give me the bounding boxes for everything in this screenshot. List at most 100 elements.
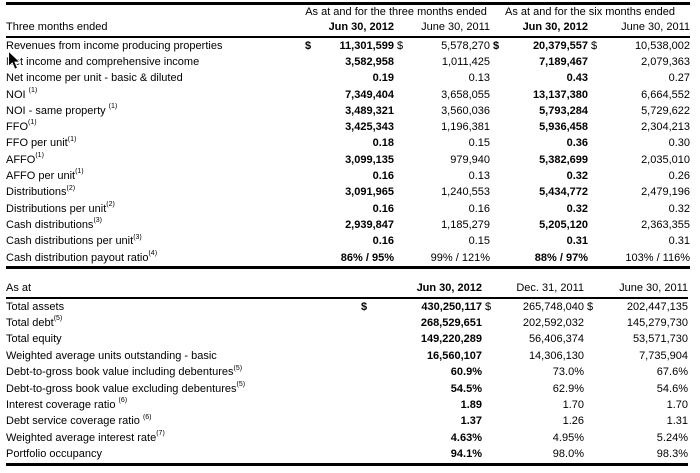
cell-value: 149,220,289	[420, 333, 482, 346]
table-row: Total assets $430,250,117 $265,748,040 $202…	[6, 298, 688, 315]
row-label: Cash distributions(3)	[6, 217, 102, 231]
currency-symbol	[588, 136, 612, 152]
cell-value: 0.36	[566, 137, 588, 150]
row-label: Total equity	[6, 333, 62, 346]
cell-value: 3,560,036	[441, 104, 490, 117]
header-spacer	[490, 19, 512, 38]
currency-symbol	[394, 71, 416, 87]
cell-value: 16,560,107	[426, 349, 482, 362]
cell-value: 4.95%	[552, 431, 584, 444]
cell-value: 0.32	[566, 202, 588, 215]
cell-value: 0.13	[468, 72, 490, 85]
cell-value: 1,196,381	[441, 121, 490, 134]
currency-symbol	[490, 54, 512, 70]
cell-value: 67.6%	[656, 366, 688, 379]
cell-value: 60.9%	[450, 366, 482, 379]
table-row: Total debt(5) 268,529,651 202,592,032 145,2…	[6, 315, 688, 331]
currency-symbol	[584, 315, 602, 331]
cell-value: 1,185,279	[441, 218, 490, 231]
currency-symbol	[302, 54, 318, 70]
table-row: Cash distributions per unit(3) 0.16 0.15 0.…	[6, 234, 690, 250]
cell-value: 13,137,380	[532, 88, 588, 101]
currency-symbol	[588, 217, 612, 233]
cell-value: 1.37	[460, 415, 482, 428]
footnote-marker: (1)	[28, 86, 38, 94]
currency-symbol	[490, 71, 512, 87]
cell-value: 202,447,135	[626, 300, 688, 313]
header-spacer	[302, 19, 318, 38]
cell-value: 94.1%	[374, 446, 482, 466]
cell-value: 1.26	[562, 415, 584, 428]
currency-symbol	[358, 315, 374, 331]
cell-value: 6,664,552	[641, 88, 690, 101]
currency-symbol	[490, 217, 512, 233]
currency-symbol: $	[591, 39, 598, 52]
currency-symbol	[490, 119, 512, 135]
currency-symbol	[394, 136, 416, 152]
footnote-marker: (2)	[66, 184, 76, 192]
currency-symbol	[482, 315, 496, 331]
cell-value: 0.18	[372, 137, 394, 150]
currency-symbol	[302, 217, 318, 233]
cell-value: 0.31	[566, 235, 588, 248]
cell-value: 3,425,343	[345, 121, 394, 134]
currency-symbol	[584, 397, 602, 413]
cell-value: 2,939,847	[345, 218, 394, 231]
cell-value: 1.31	[666, 415, 688, 428]
currency-symbol: $	[397, 39, 404, 52]
cell-value: 2,304,213	[641, 121, 690, 134]
row-label: Distributions per unit(2)	[6, 200, 115, 215]
row-label: Portfolio occupancy	[6, 446, 358, 466]
row-label: NOI (1)	[6, 86, 38, 101]
currency-symbol	[302, 103, 318, 119]
cell-value: 10,538,002	[634, 39, 690, 52]
balance-table-body: Total assets $430,250,117 $265,748,040 $202…	[6, 298, 688, 466]
table-row: Net income per unit - basic & diluted 0.1…	[6, 71, 690, 87]
footnote-marker: (7)	[156, 430, 165, 438]
column-header-june-30-2011: June 30, 2011	[602, 279, 688, 299]
cell-value: 2,035,010	[641, 153, 690, 166]
currency-symbol	[588, 103, 612, 119]
cell-value: 1,240,553	[441, 186, 490, 199]
currency-symbol: $	[587, 300, 594, 313]
currency-symbol	[394, 217, 416, 233]
cell-value: 0.19	[372, 72, 394, 85]
header-spacer	[482, 279, 496, 299]
table-row: Revenues from income producing propertie…	[6, 37, 690, 54]
cell-value: 3,091,965	[345, 186, 394, 199]
currency-symbol	[394, 234, 416, 250]
row-label: Net income and comprehensive income	[6, 55, 200, 68]
table-row: FFO per unit(1) 0.18 0.15 0.36 0.30	[6, 136, 690, 152]
cell-value: 7,349,404	[345, 88, 394, 101]
table-row: Portfolio occupancy 94.1% 98.0% 98.3%	[6, 446, 688, 466]
cell-value: 0.27	[668, 72, 690, 85]
currency-symbol	[584, 348, 602, 364]
cell-value: 99% / 121%	[416, 249, 490, 270]
cell-value: 103% / 116%	[612, 249, 690, 270]
table-row: Total equity 149,220,289 56,406,374 53,571,…	[6, 332, 688, 348]
row-label: Distributions(2)	[6, 184, 76, 199]
cell-value: 98.3%	[602, 446, 688, 466]
column-header-six-months-2012: Jun 30, 2012	[512, 19, 588, 38]
currency-symbol	[394, 87, 416, 103]
currency-symbol	[588, 87, 612, 103]
cell-value: 0.31	[668, 235, 690, 248]
currency-symbol	[482, 430, 496, 446]
currency-symbol	[358, 332, 374, 348]
three-months-span-header: As at and for the three months ended	[305, 5, 487, 18]
row-label: Total assets	[6, 300, 65, 313]
currency-symbol	[394, 201, 416, 217]
table-row: Distributions per unit(2) 0.16 0.16 0.32 0.3…	[6, 201, 690, 217]
cell-value: 0.16	[372, 170, 394, 183]
footnote-marker: (3)	[93, 217, 102, 225]
cell-value: 145,279,730	[626, 317, 688, 330]
cell-value: 265,748,040	[522, 300, 584, 313]
currency-symbol	[302, 71, 318, 87]
row-label-header: Three months ended	[6, 19, 302, 38]
currency-symbol	[358, 397, 374, 413]
currency-symbol	[358, 381, 374, 397]
currency-symbol	[394, 119, 416, 135]
cell-value: 268,529,651	[420, 317, 482, 330]
table-row: Debt-to-gross book value excluding deben…	[6, 381, 688, 397]
